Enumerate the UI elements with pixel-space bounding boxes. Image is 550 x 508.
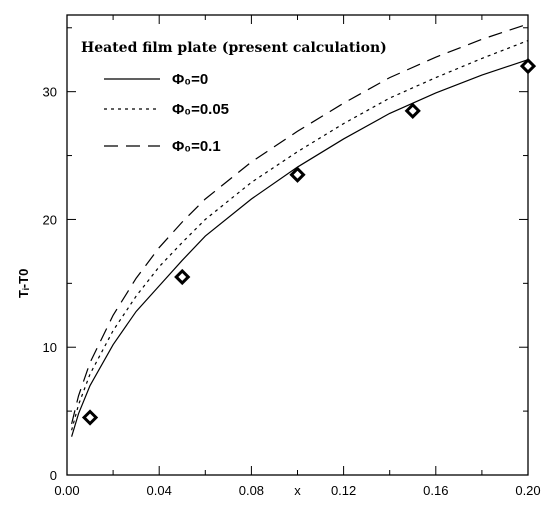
legend: Heated film plate (present calculation) …	[81, 40, 387, 155]
series-line-1	[71, 59, 529, 437]
data-marker-diamond	[81, 409, 99, 426]
legend-label-1: Φ₀=0	[172, 71, 208, 88]
markers-group	[81, 57, 537, 426]
series-line-2	[71, 40, 529, 431]
x-tick-label: 0.08	[239, 483, 264, 498]
y-tick-label: 0	[50, 468, 57, 483]
legend-label-3: Φ₀=0.1	[172, 138, 221, 155]
x-tick-label: 0.04	[147, 483, 172, 498]
y-tick-label: 10	[43, 340, 57, 355]
x-tick-label: 0.16	[423, 483, 448, 498]
y-axis-label: Tᵢ-T0	[16, 269, 31, 298]
y-tick-label: 30	[43, 85, 57, 100]
x-tick-label: 0.00	[54, 483, 79, 498]
y-tick-label: 20	[43, 212, 57, 227]
series-line-3	[71, 23, 529, 425]
axes-group: 0.00 0.04 0.08 0.12 0.16 0.20 0 10 20 30	[43, 15, 541, 498]
data-marker-diamond	[289, 166, 306, 183]
series-group	[71, 23, 529, 437]
x-tick-label: 0.20	[515, 483, 540, 498]
x-tick-label: 0.12	[331, 483, 356, 498]
data-marker-diamond	[404, 102, 421, 119]
x-axis-label: x	[294, 483, 301, 498]
data-marker-diamond	[174, 268, 191, 286]
data-marker-diamond	[519, 57, 537, 75]
legend-title: Heated film plate (present calculation)	[81, 40, 387, 56]
legend-label-2: Φ₀=0.05	[172, 101, 229, 118]
